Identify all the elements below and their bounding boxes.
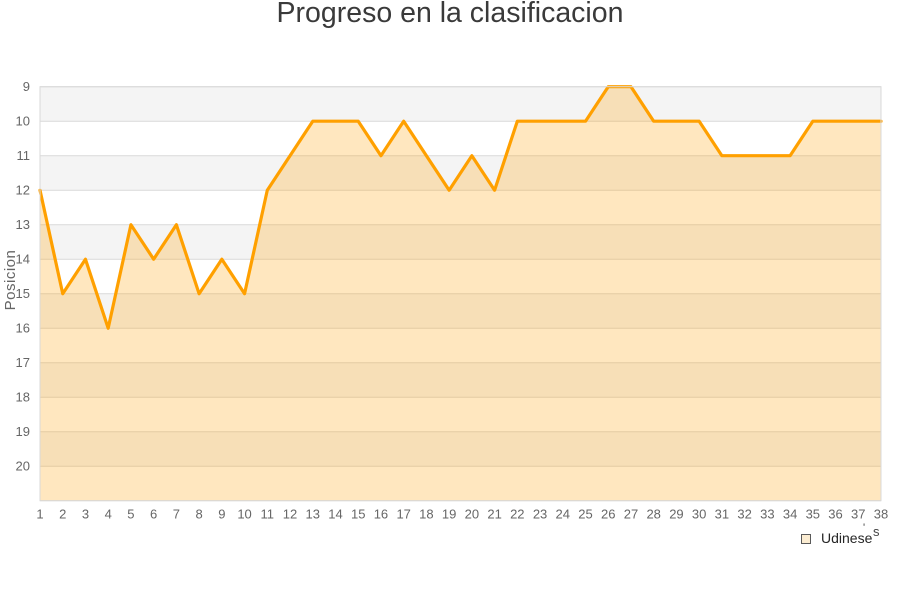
svg-text:27: 27 bbox=[624, 507, 638, 522]
svg-text:12: 12 bbox=[283, 507, 297, 522]
svg-text:8: 8 bbox=[195, 507, 202, 522]
svg-text:12: 12 bbox=[16, 183, 30, 198]
svg-text:18: 18 bbox=[419, 507, 433, 522]
svg-text:9: 9 bbox=[218, 507, 225, 522]
svg-text:33: 33 bbox=[760, 507, 774, 522]
svg-text:20: 20 bbox=[465, 507, 479, 522]
svg-text:25: 25 bbox=[578, 507, 592, 522]
svg-text:19: 19 bbox=[16, 424, 30, 439]
svg-text:5: 5 bbox=[127, 507, 134, 522]
svg-text:38: 38 bbox=[874, 507, 888, 522]
svg-text:1: 1 bbox=[36, 507, 43, 522]
svg-text:4: 4 bbox=[105, 507, 112, 522]
svg-text:15: 15 bbox=[351, 507, 365, 522]
svg-text:6: 6 bbox=[150, 507, 157, 522]
svg-text:18: 18 bbox=[16, 390, 30, 405]
svg-text:34: 34 bbox=[783, 507, 797, 522]
svg-text:3: 3 bbox=[82, 507, 89, 522]
svg-text:26: 26 bbox=[601, 507, 615, 522]
svg-text:32: 32 bbox=[737, 507, 751, 522]
svg-text:10: 10 bbox=[237, 507, 251, 522]
svg-text:23: 23 bbox=[533, 507, 547, 522]
svg-text:24: 24 bbox=[556, 507, 570, 522]
svg-text:36: 36 bbox=[828, 507, 842, 522]
svg-text:30: 30 bbox=[692, 507, 706, 522]
svg-text:10: 10 bbox=[16, 114, 30, 129]
svg-text:28: 28 bbox=[646, 507, 660, 522]
svg-text:35: 35 bbox=[806, 507, 820, 522]
svg-text:37: 37 bbox=[851, 507, 865, 522]
svg-text:20: 20 bbox=[16, 459, 30, 474]
svg-text:17: 17 bbox=[396, 507, 410, 522]
svg-text:31: 31 bbox=[715, 507, 729, 522]
svg-text:19: 19 bbox=[442, 507, 456, 522]
svg-text:29: 29 bbox=[669, 507, 683, 522]
svg-text:16: 16 bbox=[374, 507, 388, 522]
svg-text:13: 13 bbox=[306, 507, 320, 522]
svg-text:11: 11 bbox=[17, 148, 31, 163]
svg-text:2: 2 bbox=[59, 507, 66, 522]
svg-text:22: 22 bbox=[510, 507, 524, 522]
svg-text:11: 11 bbox=[261, 507, 275, 522]
svg-text:17: 17 bbox=[16, 355, 30, 370]
svg-text:9: 9 bbox=[23, 79, 30, 94]
svg-text:21: 21 bbox=[487, 507, 501, 522]
svg-text:14: 14 bbox=[328, 507, 342, 522]
svg-text:7: 7 bbox=[173, 507, 180, 522]
